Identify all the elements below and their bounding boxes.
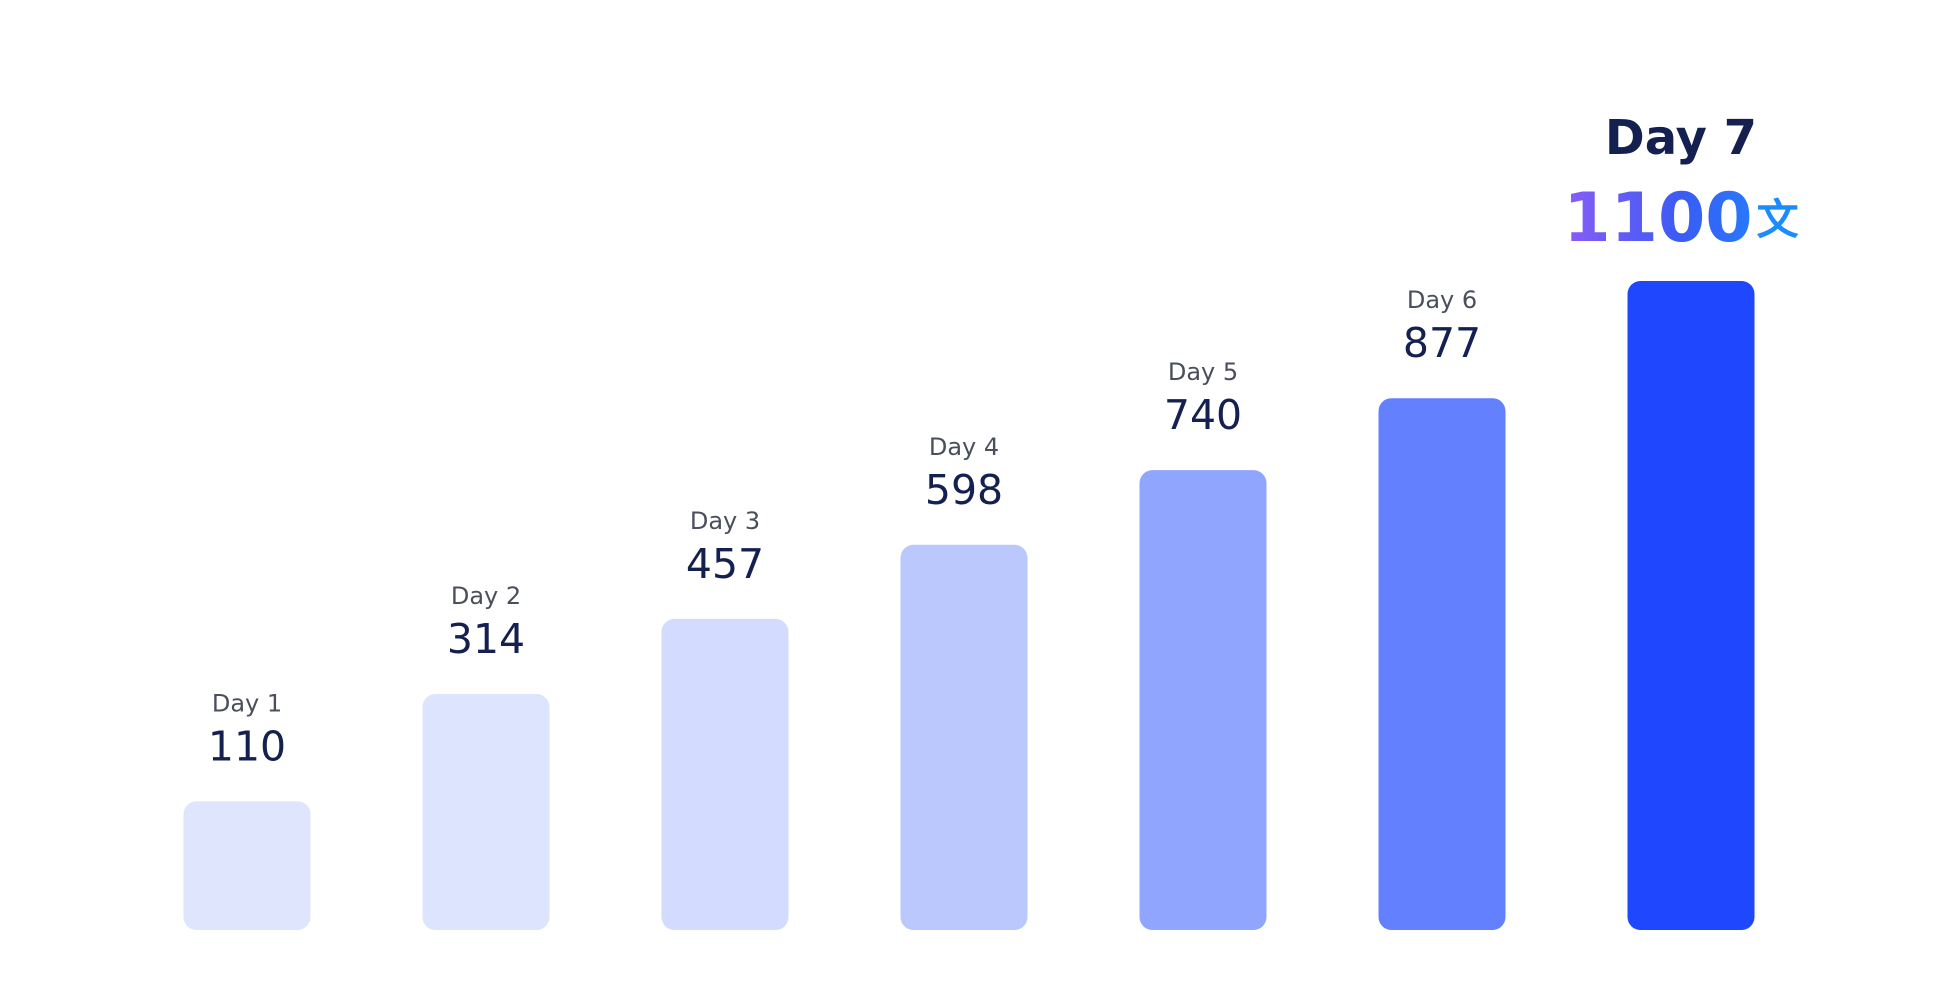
value-label: 110 xyxy=(208,722,286,770)
value-label: 598 xyxy=(925,466,1003,514)
category-label: Day 5 xyxy=(1168,358,1238,386)
bar xyxy=(1378,398,1506,930)
bar xyxy=(1627,281,1755,930)
category-label: Day 1 xyxy=(212,689,282,717)
bar xyxy=(1139,470,1267,930)
value-label: 457 xyxy=(686,540,764,588)
value-label: 877 xyxy=(1403,319,1481,367)
value-label-group: 1100文 xyxy=(1563,179,1798,258)
bar xyxy=(422,694,550,930)
unit-label: 文 xyxy=(1757,195,1799,244)
value-label: 740 xyxy=(1164,391,1242,439)
category-label: Day 4 xyxy=(929,433,999,461)
bar xyxy=(661,618,789,930)
bar xyxy=(900,544,1028,930)
bar xyxy=(183,801,311,930)
category-label: Day 3 xyxy=(690,507,760,535)
category-label: Day 7 xyxy=(1605,110,1757,166)
category-label: Day 2 xyxy=(451,582,521,610)
value-label: 1100 xyxy=(1563,179,1752,258)
category-label: Day 6 xyxy=(1407,286,1477,314)
value-label: 314 xyxy=(447,615,525,663)
